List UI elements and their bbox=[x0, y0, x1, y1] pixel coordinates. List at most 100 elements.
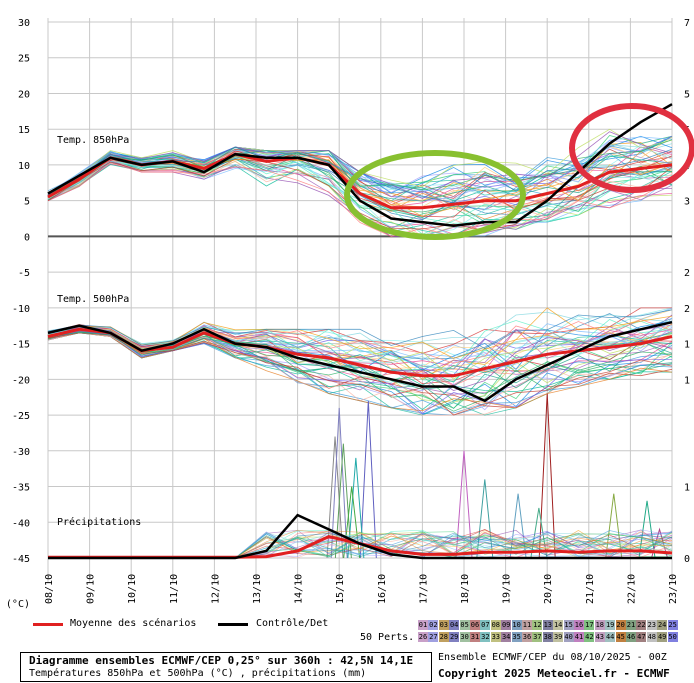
perts-label: 50 Perts. bbox=[360, 632, 415, 643]
y-right-tick-label: 1 bbox=[684, 483, 690, 494]
x-tick-label: 21/10 bbox=[585, 574, 596, 604]
pert-cell: 41 bbox=[574, 632, 584, 642]
y-right-tick-label: 2 bbox=[684, 304, 690, 315]
y-right-tick-label: 1 bbox=[684, 375, 690, 386]
pert-cell: 25 bbox=[667, 620, 678, 630]
panel-label-t500: Temp. 500hPa bbox=[57, 294, 129, 305]
pert-cell: 28 bbox=[438, 632, 449, 642]
precip-spike bbox=[330, 407, 348, 559]
x-tick-label: 12/10 bbox=[210, 574, 221, 604]
y-tick-label: -10 bbox=[12, 304, 30, 315]
y-tick-label: 25 bbox=[18, 54, 30, 65]
x-tick-label: 22/10 bbox=[626, 574, 637, 604]
info-line-1: Ensemble ECMWF/CEP du 08/10/2025 - 00Z bbox=[438, 652, 667, 663]
member-line bbox=[47, 158, 673, 232]
member-line bbox=[47, 319, 673, 369]
pert-cell: 50 bbox=[667, 632, 678, 642]
info-line-2: Copyright 2025 Meteociel.fr - ECMWF bbox=[438, 667, 670, 680]
control-line-t850 bbox=[47, 103, 673, 227]
pert-cell: 07 bbox=[480, 620, 491, 630]
pert-cell: 17 bbox=[584, 620, 595, 630]
y-tick-label: -35 bbox=[12, 483, 30, 494]
panel-label-precip: Précipitations bbox=[57, 516, 141, 528]
legend-mean-label: Moyenne des scénarios bbox=[70, 618, 197, 629]
pert-cell: 44 bbox=[605, 632, 616, 642]
x-tick-label: 18/10 bbox=[460, 574, 471, 604]
y-tick-label: -15 bbox=[12, 340, 30, 351]
legend-control-swatch bbox=[218, 623, 248, 626]
precip-spike bbox=[326, 436, 344, 559]
pert-cell: 30 bbox=[459, 632, 470, 642]
precip-spike bbox=[347, 457, 365, 559]
legend: Moyenne des scénarios Contrôle/Det 50 Pe… bbox=[0, 614, 694, 644]
member-line bbox=[47, 307, 672, 354]
y-tick-label: -30 bbox=[12, 447, 30, 458]
y-axis-ticks: 30 25 20 15 10 5 0 -5 -10 -15 -20 -25 -30 -35 -40 -45 (°… bbox=[6, 18, 30, 610]
pert-cell: 32 bbox=[480, 632, 491, 642]
y-right-tick-label: 3 bbox=[684, 197, 690, 208]
y-tick-label: -20 bbox=[12, 375, 30, 386]
member-line bbox=[47, 309, 673, 350]
y-right-tick-label: 5 bbox=[684, 89, 690, 100]
pert-cell: 36 bbox=[522, 632, 532, 642]
y-right-tick-label: 1 bbox=[684, 340, 690, 351]
pert-cell: 12 bbox=[532, 620, 543, 630]
x-tick-label: 15/10 bbox=[335, 574, 346, 604]
y-unit-label: (°C) bbox=[6, 599, 30, 610]
x-tick-label: 10/10 bbox=[127, 574, 138, 604]
y-right-tick-label: 0 bbox=[684, 554, 690, 565]
x-tick-label: 17/10 bbox=[418, 574, 429, 604]
pert-cell: 46 bbox=[626, 632, 636, 642]
title-line-2: Températures 850hPa et 500hPa (°C) , pré… bbox=[29, 668, 367, 679]
member-line bbox=[47, 155, 673, 213]
pert-cell: 13 bbox=[542, 620, 553, 630]
pert-cell: 34 bbox=[501, 632, 512, 642]
annotation-ellipses bbox=[344, 103, 694, 240]
precip-spike bbox=[651, 527, 669, 559]
pert-cell: 35 bbox=[511, 632, 522, 642]
pert-cell: 08 bbox=[490, 620, 501, 630]
title-line-1: Diagramme ensembles ECMWF/CEP 0,25° sur … bbox=[29, 654, 414, 667]
pert-cell: 43 bbox=[594, 632, 605, 642]
pert-cell: 05 bbox=[459, 620, 470, 630]
y-tick-label: 0 bbox=[24, 232, 30, 243]
pert-cell: 11 bbox=[522, 620, 532, 630]
y-tick-label: -40 bbox=[12, 518, 30, 529]
pert-cell: 16 bbox=[574, 620, 584, 630]
pert-cell: 06 bbox=[470, 620, 480, 630]
pert-cell: 29 bbox=[449, 632, 460, 642]
y-tick-label: -5 bbox=[18, 268, 30, 279]
ensemble-chart: 302520151050-5-10-15-20-25-30-35-40-45(°… bbox=[6, 18, 694, 610]
control-line-precip bbox=[48, 513, 672, 560]
y-right-tick-label: 7 bbox=[684, 18, 690, 29]
pert-cell: 18 bbox=[594, 620, 605, 630]
precip-spike bbox=[538, 393, 556, 559]
x-tick-label: 11/10 bbox=[169, 574, 180, 604]
y-tick-label: 10 bbox=[18, 161, 30, 172]
x-tick-label: 08/10 bbox=[44, 574, 55, 604]
pert-cell: 49 bbox=[657, 632, 668, 642]
pert-cell: 22 bbox=[636, 620, 647, 630]
pert-cell: 39 bbox=[553, 632, 564, 642]
annotation-ellipse-red bbox=[569, 103, 694, 193]
y-tick-label: 30 bbox=[18, 18, 30, 29]
x-axis-ticks: 08/10 09/10 10/10 11/10 12/10 13/10 14/10 15/10… bbox=[44, 574, 679, 604]
pert-cell: 42 bbox=[584, 632, 595, 642]
x-tick-label: 20/10 bbox=[543, 574, 554, 604]
y-tick-label: 20 bbox=[18, 89, 30, 100]
pert-cell: 27 bbox=[428, 632, 439, 642]
pert-cell: 24 bbox=[657, 620, 668, 630]
x-tick-label: 13/10 bbox=[252, 574, 263, 604]
pert-cell: 19 bbox=[605, 620, 616, 630]
member-line bbox=[47, 326, 673, 392]
x-tick-label: 09/10 bbox=[86, 574, 97, 604]
member-line bbox=[47, 332, 673, 412]
grid-lines bbox=[47, 18, 673, 582]
x-tick-label: 16/10 bbox=[377, 574, 388, 604]
pert-cell: 09 bbox=[501, 620, 512, 630]
y-tick-label: -45 bbox=[12, 554, 30, 565]
precip-spike bbox=[455, 450, 473, 559]
annotation-ellipse-green bbox=[344, 150, 526, 240]
x-tick-label: 23/10 bbox=[668, 574, 679, 604]
member-line bbox=[47, 139, 673, 197]
